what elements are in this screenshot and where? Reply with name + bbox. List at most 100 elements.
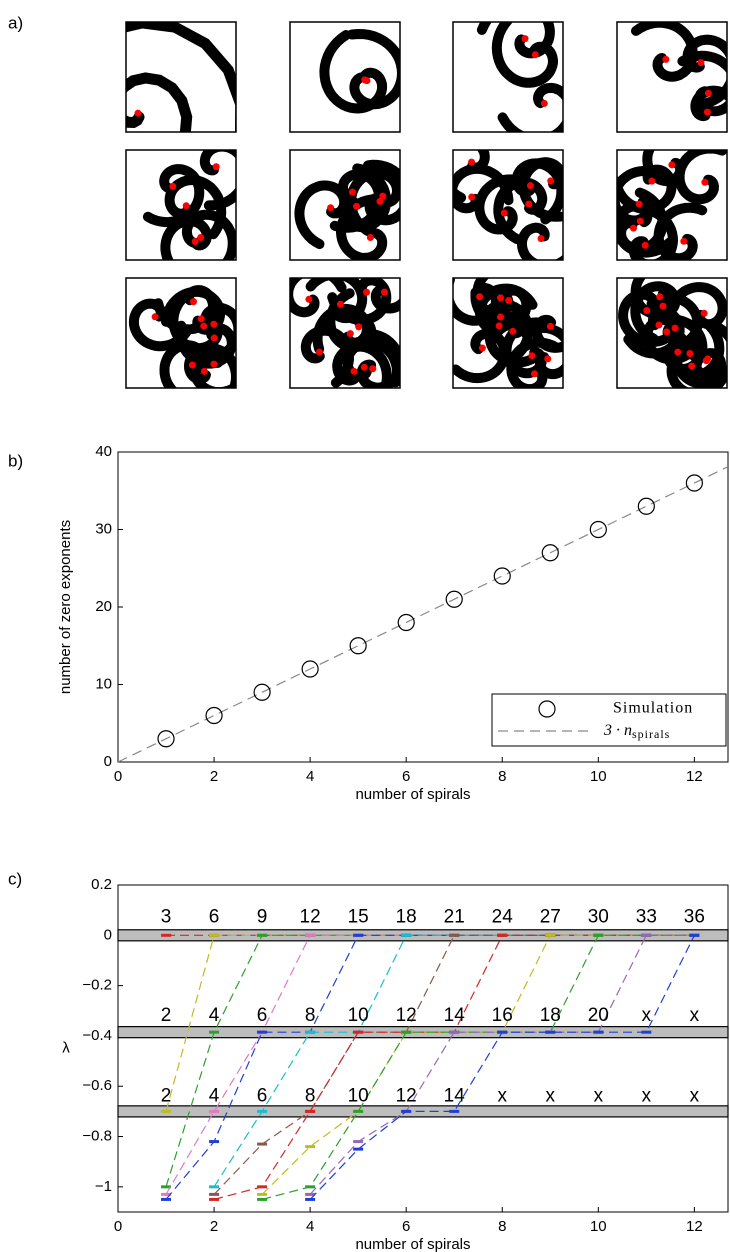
legend-label-sub: spirals — [632, 727, 670, 741]
spiral-arm — [631, 22, 698, 82]
annotation: 2 — [161, 1005, 172, 1026]
spiral-core — [630, 224, 638, 232]
spiral-core — [212, 163, 220, 171]
annotation: 6 — [209, 907, 220, 928]
data-point — [541, 544, 559, 562]
annotation: 2 — [161, 1085, 172, 1106]
legend-marker — [538, 700, 556, 718]
x-tick-label: 2 — [210, 768, 218, 785]
annotation: 9 — [257, 907, 268, 928]
spiral-core — [350, 367, 358, 375]
annotation: 20 — [588, 1005, 609, 1026]
series-line — [213, 934, 695, 1200]
spiral-core — [200, 367, 208, 375]
x-tick-label: 8 — [498, 768, 506, 785]
pattern-frame — [289, 277, 401, 389]
spiral-core — [659, 302, 667, 310]
spiral-arm — [345, 168, 400, 236]
spiral-core — [360, 363, 368, 371]
fit-line — [117, 466, 729, 763]
annotation: 30 — [588, 907, 609, 928]
panel-label: c) — [8, 869, 22, 888]
spiral-arm — [346, 28, 400, 110]
y-tick-label: 0.2 — [91, 876, 112, 893]
spiral-core — [188, 361, 196, 369]
pattern — [126, 150, 236, 260]
spiral-core — [327, 204, 335, 212]
annotation: x — [690, 1005, 700, 1026]
plot-frame — [117, 884, 729, 1213]
pattern — [290, 22, 400, 132]
annotation: 15 — [348, 907, 369, 928]
spiral-core — [531, 51, 539, 59]
series-line — [213, 934, 695, 1188]
spiral-core — [662, 55, 670, 63]
spiral-arm — [517, 222, 563, 260]
spiral-arm — [332, 341, 392, 388]
annotation: 18 — [540, 1005, 561, 1026]
series-line — [165, 934, 695, 1200]
spiral-core — [305, 295, 313, 303]
spiral-core — [648, 177, 656, 185]
spiral-core — [540, 99, 548, 107]
spiral-arm — [370, 284, 400, 314]
spiral-core — [478, 344, 486, 352]
legend-label-main: 3 · n — [603, 722, 632, 739]
spiral-arm — [153, 285, 218, 335]
spiral-core — [530, 370, 538, 378]
series-line — [165, 934, 695, 1195]
data-point — [493, 567, 511, 585]
spiral-core — [200, 322, 208, 330]
spiral-core — [346, 330, 354, 338]
data-point — [589, 520, 607, 539]
pattern — [290, 278, 400, 388]
annotation: 10 — [348, 1085, 369, 1106]
legend-label: 3 · nspirals — [603, 722, 670, 741]
annotation: x — [642, 1085, 652, 1106]
spiral-arm — [329, 169, 385, 233]
spiral-core — [702, 357, 710, 365]
spiral-core — [525, 200, 533, 208]
spiral-core — [528, 352, 536, 360]
spiral-core — [656, 293, 664, 301]
y-tick-label: 40 — [95, 443, 112, 460]
annotation: 12 — [300, 907, 321, 928]
spiral-core — [643, 306, 651, 314]
data-point — [637, 497, 655, 515]
spiral-arm — [453, 150, 490, 203]
spiral-core — [703, 108, 711, 116]
data-point — [205, 706, 223, 725]
annotation: x — [546, 1085, 556, 1106]
annotation: 8 — [305, 1005, 316, 1026]
spiral-core — [701, 178, 709, 186]
x-tick-label: 6 — [402, 1218, 410, 1235]
spiral-arm — [497, 82, 563, 132]
legend-box — [491, 693, 727, 747]
spiral-core — [197, 315, 205, 323]
spiral-core — [476, 293, 484, 301]
x-tick-label: 6 — [402, 768, 410, 785]
pattern-frame — [616, 149, 728, 261]
spiral-core — [704, 89, 712, 97]
spiral-core — [369, 365, 377, 373]
y-tick-label: 0 — [104, 753, 112, 770]
x-tick-label: 4 — [306, 768, 314, 785]
spiral-core — [363, 288, 371, 296]
spiral-core — [336, 300, 344, 308]
spiral-core — [500, 209, 508, 217]
pattern-frame — [452, 21, 564, 133]
spiral-arm — [674, 150, 727, 205]
spiral-core — [521, 35, 529, 43]
x-tick-label: 0 — [114, 1218, 122, 1235]
spiral-core — [641, 241, 649, 249]
annotation: 3 — [161, 907, 172, 928]
panel-label: b) — [8, 451, 23, 470]
spiral-core — [210, 334, 218, 342]
spiral-core — [497, 294, 505, 302]
data-point — [157, 730, 175, 748]
spiral-arm — [617, 201, 675, 258]
pattern — [453, 278, 563, 388]
annotation: 12 — [396, 1085, 417, 1106]
data-point — [445, 590, 463, 608]
